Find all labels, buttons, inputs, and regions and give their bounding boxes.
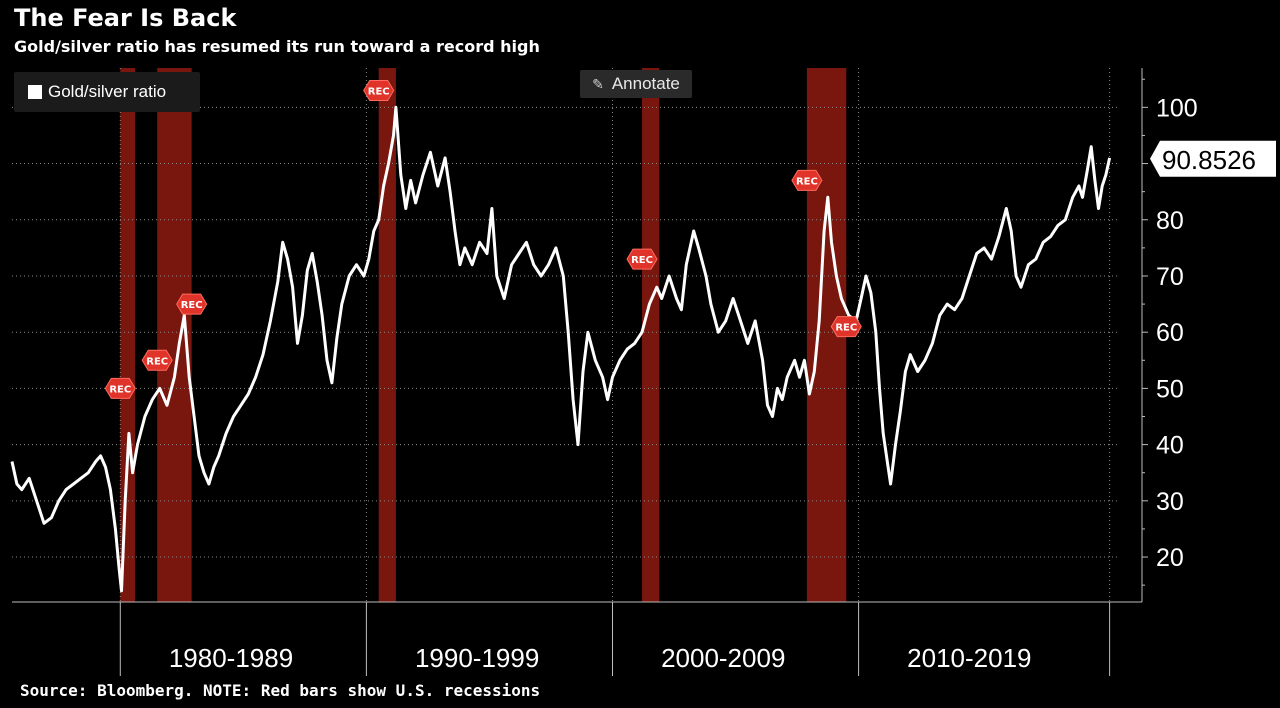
rec-marker-shape bbox=[141, 349, 173, 371]
rec-marker-label: REC bbox=[631, 255, 653, 266]
y-tick-label: 70 bbox=[1156, 263, 1184, 291]
y-tick-label: 100 bbox=[1156, 94, 1198, 122]
y-tick-label: 30 bbox=[1156, 488, 1184, 516]
rec-marker-shape bbox=[830, 316, 862, 338]
rec-marker-label: REC bbox=[796, 176, 818, 187]
x-tick-label: 2000-2009 bbox=[661, 643, 785, 673]
rec-marker-shape bbox=[363, 79, 395, 101]
rec-marker-shape bbox=[176, 293, 208, 315]
rec-marker-shape bbox=[791, 169, 823, 191]
rec-marker: REC bbox=[830, 316, 862, 338]
y-tick-label: 50 bbox=[1156, 375, 1184, 403]
recession-bar bbox=[120, 68, 136, 602]
rec-marker: REC bbox=[141, 349, 173, 371]
source-note: Source: Bloomberg. NOTE: Red bars show U… bbox=[20, 681, 541, 700]
rec-marker: REC bbox=[176, 293, 208, 315]
rec-marker-label: REC bbox=[368, 86, 390, 97]
recession-bar bbox=[642, 68, 660, 602]
series-line-gold-silver-ratio bbox=[10, 105, 1112, 593]
annotate-label: Annotate bbox=[611, 74, 680, 93]
rec-marker: REC bbox=[626, 248, 658, 270]
rec-marker: REC bbox=[363, 79, 395, 101]
rec-marker-shape bbox=[104, 377, 136, 399]
recession-bar bbox=[378, 68, 396, 602]
y-tick-label: 40 bbox=[1156, 432, 1184, 460]
annotate-button[interactable]: ✎ Annotate bbox=[580, 70, 692, 98]
pencil-icon: ✎ bbox=[592, 75, 604, 92]
x-tick-label: 1990-1999 bbox=[415, 643, 539, 673]
y-tick-label: 80 bbox=[1156, 207, 1184, 235]
rec-marker-label: REC bbox=[109, 384, 131, 395]
y-tick-label: 60 bbox=[1156, 319, 1184, 347]
legend[interactable]: Gold/silver ratio bbox=[14, 72, 200, 112]
rec-marker-label: REC bbox=[181, 300, 203, 311]
rec-marker: REC bbox=[104, 377, 136, 399]
rec-marker-shape bbox=[626, 248, 658, 270]
rec-marker-label: REC bbox=[146, 356, 168, 367]
x-tick-label: 1980-1989 bbox=[169, 643, 293, 673]
last-value-label: 90.8526 bbox=[1162, 145, 1256, 175]
x-tick-label: 2010-2019 bbox=[907, 643, 1031, 673]
chart-title: The Fear Is Back bbox=[14, 4, 237, 32]
chart-subtitle: Gold/silver ratio has resumed its run to… bbox=[14, 37, 540, 56]
last-value-shape bbox=[1150, 140, 1276, 177]
y-tick-label: 20 bbox=[1156, 544, 1184, 572]
legend-swatch bbox=[28, 85, 42, 99]
last-value-callout: 90.8526 bbox=[1150, 140, 1276, 177]
rec-marker: REC bbox=[791, 169, 823, 191]
rec-marker-label: REC bbox=[835, 323, 857, 334]
legend-label: Gold/silver ratio bbox=[48, 82, 167, 101]
